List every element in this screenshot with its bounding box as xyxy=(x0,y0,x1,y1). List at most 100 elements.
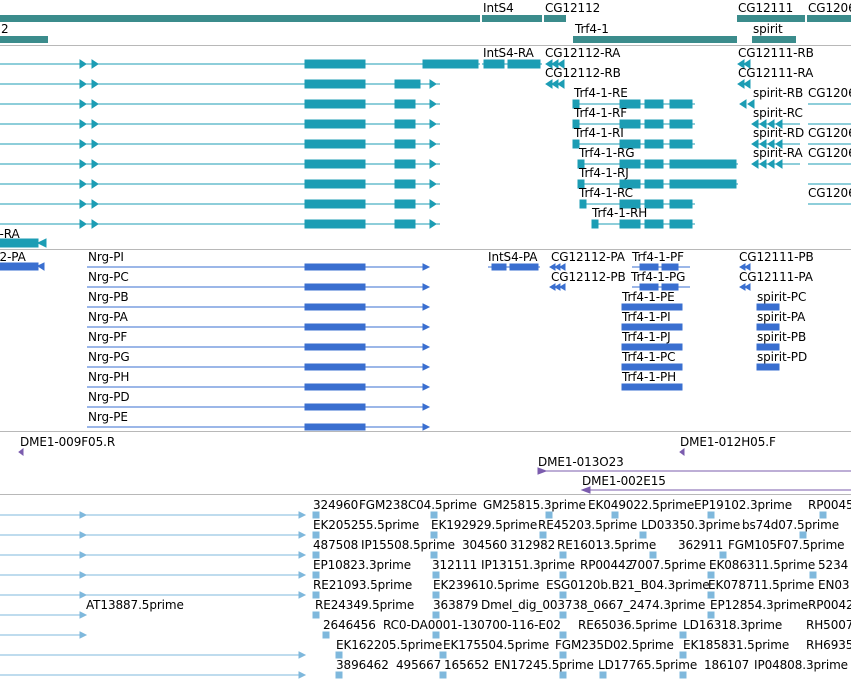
est-label: RP0045 xyxy=(808,498,851,512)
transcript-label: CG12112-RA xyxy=(545,46,621,60)
transcript-label: CG12112-RB xyxy=(545,66,621,80)
gene-label-ints4: IntS4 xyxy=(483,1,514,15)
est-label: FGM105F07.5prime xyxy=(728,538,845,552)
est-label: 2646456 xyxy=(323,618,376,632)
transcript-label: CG12111-RB xyxy=(738,46,814,60)
est-label: RE16013.5prime xyxy=(557,538,657,552)
transcript-label: Trf4-1-RI xyxy=(574,126,624,140)
track-divider xyxy=(0,249,851,250)
est-label: AT13887.5prime xyxy=(86,598,184,612)
transcript-label: CG1206 xyxy=(808,126,851,140)
est-label: EP12854.3prime xyxy=(710,598,808,612)
gene-label-trf4-1: Trf4-1 xyxy=(575,22,609,36)
gene-bar-cg12112[interactable] xyxy=(544,15,566,22)
est-label: IP15508.5prime xyxy=(361,538,455,552)
clone-track: DME1-009F05.R DME1-012H05.F DME1-013O23 … xyxy=(0,432,851,494)
est-label: EK185831.5prime xyxy=(683,638,790,652)
est-label: 186107 xyxy=(704,658,750,672)
protein-label: 32-PA xyxy=(0,250,26,264)
protein-label: Nrg-PE xyxy=(88,410,128,424)
protein-glyphs xyxy=(0,262,780,431)
gene-bar-nrg[interactable] xyxy=(0,15,480,22)
gene-label-2: 2 xyxy=(1,22,9,36)
est-label: 312982 xyxy=(510,538,556,552)
transcript-label: spirit-RC xyxy=(753,106,803,120)
protein-label: spirit-PC xyxy=(757,290,807,304)
track-divider xyxy=(0,431,851,432)
gene-label-spirit: spirit xyxy=(753,22,783,36)
protein-label: Trf4-1-PC xyxy=(622,350,676,364)
est-label: EN03 xyxy=(818,578,850,592)
transcript-label: Trf4-1-RH xyxy=(592,206,648,220)
est-label: GM25815.3prime xyxy=(483,498,586,512)
est-label: RE21093.5prime xyxy=(313,578,413,592)
est-label: RH5007 xyxy=(806,618,851,632)
protein-label: Trf4-1-PF xyxy=(632,250,684,264)
clone-label: DME1-013O23 xyxy=(538,455,624,469)
est-label: EK205255.5prime xyxy=(313,518,420,532)
est-label: IP04808.3prime xyxy=(754,658,848,672)
protein-label: spirit-PB xyxy=(757,330,807,344)
est-label: Dmel_dig_003738_0667_2474.3prime xyxy=(481,598,706,612)
est-label: 3896462 xyxy=(336,658,389,672)
est-label: EK078711.5prime xyxy=(708,578,815,592)
est-label: EP19102.3prime xyxy=(694,498,792,512)
transcript-label: spirit-RA xyxy=(753,146,803,160)
gene-label-cg12111: CG12111 xyxy=(738,1,794,15)
est-label: 363879 xyxy=(433,598,479,612)
est-label: FGM235D02.5prime xyxy=(555,638,674,652)
protein-label: Trf4-1-PH xyxy=(622,370,677,384)
protein-track: 32-PA Nrg-PI IntS4-PA CG12112-PA Trf4-1-… xyxy=(0,250,851,432)
gene-bar-cg12111[interactable] xyxy=(737,15,805,22)
protein-label: Nrg-PG xyxy=(88,350,130,364)
est-label: EK239610.5prime xyxy=(433,578,540,592)
gene-bar-trf4-1[interactable] xyxy=(573,36,737,43)
protein-label: CG12112-PB xyxy=(551,270,626,284)
protein-label: Nrg-PI xyxy=(88,250,124,264)
est-label: IP13151.3prime xyxy=(481,558,575,572)
gene-bar-cg1206[interactable] xyxy=(807,15,851,22)
protein-label: Trf4-1-PJ xyxy=(622,330,671,344)
transcript-label: CG12111-RA xyxy=(738,66,814,80)
clone-label: DME1-009F05.R xyxy=(20,435,116,449)
protein-label: CG12111-PB xyxy=(739,250,814,264)
est-label: RH6935 xyxy=(806,638,851,652)
transcript-label: Trf4-1-RJ xyxy=(579,166,629,180)
est-label: 165652 xyxy=(444,658,490,672)
est-label: RE65036.5prime xyxy=(578,618,678,632)
protein-label: Trf4-1-PE xyxy=(622,290,675,304)
gene-bar-2[interactable] xyxy=(0,36,48,43)
transcript-label: CG1206 xyxy=(808,186,851,200)
protein-label: Nrg-PF xyxy=(88,330,128,344)
protein-label: Trf4-1-PG xyxy=(631,270,686,284)
protein-label: Nrg-PC xyxy=(88,270,129,284)
protein-label: spirit-PA xyxy=(757,310,806,324)
gene-bar-spirit[interactable] xyxy=(752,36,796,43)
transcript-label: IntS4-RA xyxy=(483,46,534,60)
protein-label: Nrg-PD xyxy=(88,390,130,404)
track-divider xyxy=(0,494,851,495)
est-label: 7007.5prime xyxy=(630,558,706,572)
protein-label: CG12112-PA xyxy=(551,250,625,264)
transcript-label: Trf4-1-RF xyxy=(574,106,627,120)
transcript-label: Trf4-1-RC xyxy=(579,186,633,200)
est-label: RE45203.5prime xyxy=(538,518,638,532)
gene-label-cg12112: CG12112 xyxy=(545,1,601,15)
clone-label: DME1-012H05.F xyxy=(680,435,776,449)
transcript-label: spirit-RB xyxy=(753,86,804,100)
gene-label-cg1206: CG1206 xyxy=(808,1,851,15)
clone-label: DME1-002E15 xyxy=(582,474,666,488)
gene-track: IntS4 CG12112 CG12111 CG1206 Trf4-1 spir… xyxy=(0,0,851,46)
transcript-glyphs xyxy=(0,59,851,248)
est-label: RP00442 xyxy=(580,558,634,572)
gene-bar-ints4[interactable] xyxy=(482,15,542,22)
est-label: LD03350.3prime xyxy=(641,518,741,532)
transcript-label: Trf4-1-RE xyxy=(574,86,628,100)
transcript-label: Trf4-1-RG xyxy=(579,146,635,160)
est-label: 487508 xyxy=(313,538,359,552)
est-label: EK086311.5prime xyxy=(709,558,816,572)
protein-label: Nrg-PH xyxy=(88,370,130,384)
est-label: 5234 xyxy=(818,558,849,572)
est-label: ESG0120b.B21_B04.3prime xyxy=(546,578,710,592)
